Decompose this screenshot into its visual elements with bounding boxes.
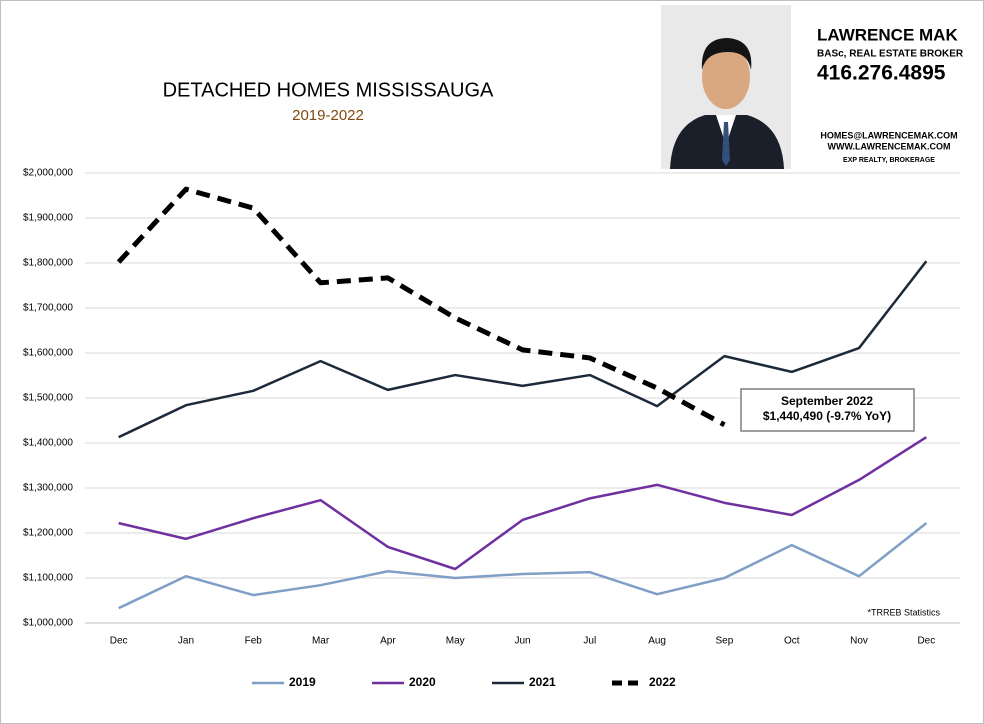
y-tick-label: $1,400,000 — [23, 438, 73, 449]
x-tick-label: Jul — [583, 636, 596, 647]
brokerage: EXP REALTY, BROKERAGE — [843, 157, 935, 164]
legend-label: 2020 — [409, 675, 436, 689]
y-tick-label: $1,700,000 — [23, 303, 73, 314]
y-tick-label: $1,600,000 — [23, 348, 73, 359]
source-note: *TRREB Statistics — [867, 607, 940, 617]
broker-website: WWW.LAWRENCEMAK.COM — [828, 141, 951, 151]
y-tick-label: $1,000,000 — [23, 618, 73, 629]
broker-name: LAWRENCE MAK — [817, 25, 958, 44]
y-tick-label: $2,000,000 — [23, 168, 73, 179]
x-tick-label: Dec — [917, 636, 935, 647]
y-tick-label: $1,100,000 — [23, 573, 73, 584]
annotation-box — [740, 388, 915, 432]
x-tick-label: Aug — [648, 636, 666, 647]
x-tick-label: Apr — [380, 636, 396, 647]
y-tick-label: $1,500,000 — [23, 393, 73, 404]
chart-subtitle: 2019-2022 — [292, 107, 364, 124]
x-tick-label: May — [446, 636, 465, 647]
annotation-text: September 2022 — [781, 394, 873, 408]
chart-title: DETACHED HOMES MISSISSAUGA — [163, 79, 494, 101]
y-tick-label: $1,800,000 — [23, 258, 73, 269]
x-tick-label: Sep — [716, 636, 734, 647]
broker-phone: 416.276.4895 — [817, 62, 946, 85]
x-tick-label: Mar — [312, 636, 330, 647]
y-tick-label: $1,300,000 — [23, 483, 73, 494]
broker-photo — [661, 5, 791, 169]
series-line — [118, 260, 928, 439]
legend-label: 2022 — [649, 675, 676, 689]
x-tick-label: Jun — [514, 636, 530, 647]
x-tick-label: Jan — [178, 636, 194, 647]
y-tick-label: $1,900,000 — [23, 213, 73, 224]
legend-label: 2021 — [529, 675, 556, 689]
broker-email: HOMES@LAWRENCEMAK.COM — [820, 130, 957, 140]
series-line — [118, 522, 928, 610]
annotation: September 2022$1,440,490 (-9.7% YoY) — [740, 388, 915, 432]
legend-label: 2019 — [289, 675, 316, 689]
x-tick-label: Nov — [850, 636, 868, 647]
x-tick-label: Feb — [245, 636, 263, 647]
x-tick-label: Oct — [784, 636, 800, 647]
series-line — [118, 436, 928, 571]
y-tick-label: $1,200,000 — [23, 528, 73, 539]
x-tick-label: Dec — [110, 636, 128, 647]
annotation-text: $1,440,490 (-9.7% YoY) — [763, 409, 891, 423]
series-line — [116, 186, 726, 427]
broker-credentials: BASc, REAL ESTATE BROKER — [817, 49, 964, 60]
